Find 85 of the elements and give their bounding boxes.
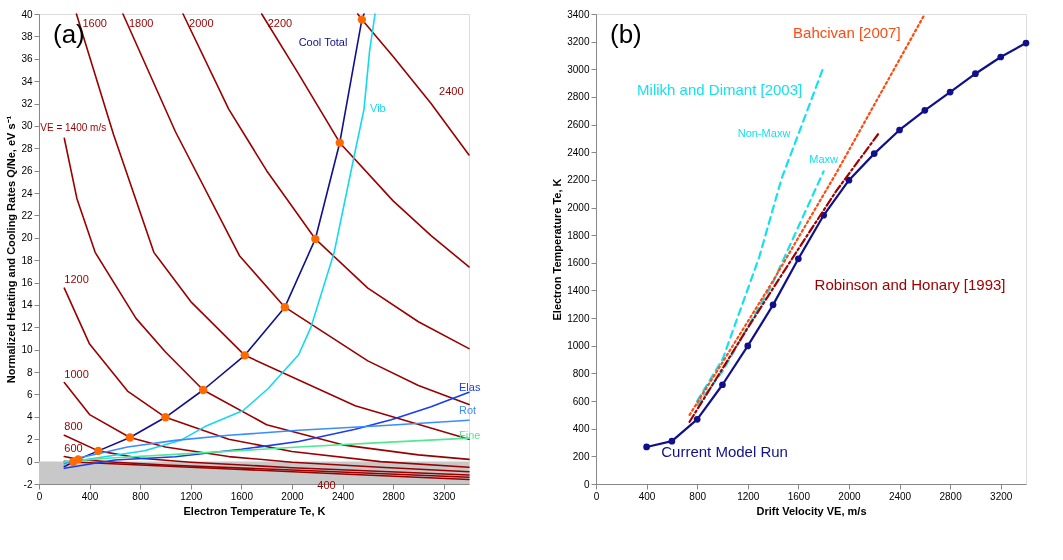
y-tick-label: 38 xyxy=(21,30,33,42)
y-tick-label: 3200 xyxy=(567,36,590,48)
y-tick-label: 400 xyxy=(572,423,590,435)
y-tick-label: 0 xyxy=(26,456,33,468)
series-label: 2000 xyxy=(189,17,214,29)
y-tick-label: 2400 xyxy=(567,146,590,158)
y-tick-label: 24 xyxy=(21,187,33,199)
series-label: 2200 xyxy=(267,17,293,29)
series-label: 600 xyxy=(64,441,83,454)
y-tick-label: 26 xyxy=(21,165,33,177)
y-tick-label: 6 xyxy=(26,388,33,400)
x-tick-label: 400 xyxy=(638,490,656,502)
series-label: Maxw xyxy=(809,153,839,166)
series-label: 1800 xyxy=(128,17,154,29)
x-axis-title: Drift Velocity VE, m/s xyxy=(756,504,867,517)
series-label: VE = 1400 m/s xyxy=(40,122,107,134)
x-tick-label: 2000 xyxy=(838,490,861,502)
y-tick-label: 14 xyxy=(21,299,33,311)
x-tick-label: 2800 xyxy=(382,490,406,502)
x-tick-label: 2000 xyxy=(281,490,304,502)
y-tick-label: 12 xyxy=(21,321,33,333)
y-tick-label: 1400 xyxy=(567,284,590,296)
y-tick-label: 3000 xyxy=(567,63,590,75)
x-tick-label: 1600 xyxy=(230,490,254,502)
y-tick-label: 3400 xyxy=(567,8,590,20)
x-tick-label: 400 xyxy=(81,490,99,502)
series-label: Current Model Run xyxy=(661,442,788,460)
y-tick-label: 30 xyxy=(21,120,33,132)
y-tick-label: 32 xyxy=(21,98,33,110)
series-label: 400 xyxy=(317,478,336,491)
x-tick-label: 800 xyxy=(689,490,707,502)
series-label: Bahcivan [2007] xyxy=(793,24,901,41)
series-label: Robinson and Honary [1993] xyxy=(814,276,1006,294)
series-label: Non-Maxw xyxy=(737,127,791,140)
x-tick-label: 1200 xyxy=(180,490,203,502)
y-tick-label: 40 xyxy=(21,8,33,20)
x-tick-label: 0 xyxy=(593,490,600,502)
y-tick-label: 800 xyxy=(572,367,590,379)
y-tick-label: 36 xyxy=(21,53,33,65)
series-label: 1600 xyxy=(82,17,107,29)
y-tick-label: 0 xyxy=(583,478,590,490)
y-tick-label: 18 xyxy=(21,254,33,266)
y-tick-label: 1200 xyxy=(567,312,590,324)
series-label: 2400 xyxy=(439,84,464,97)
y-tick-label: 28 xyxy=(21,142,33,154)
series-label: 1000 xyxy=(64,367,89,380)
y-tick-label: 1600 xyxy=(567,257,590,269)
x-tick-label: 2400 xyxy=(888,490,912,502)
x-tick-label: 3200 xyxy=(433,490,456,502)
annotation: Milikh and Dimant [2003] xyxy=(637,80,803,98)
y-tick-label: 600 xyxy=(572,395,590,407)
y-tick-label: 2800 xyxy=(567,91,590,103)
x-tick-label: 3200 xyxy=(990,490,1013,502)
x-tick-label: 2400 xyxy=(331,490,355,502)
series-label: Elas xyxy=(459,381,481,394)
y-tick-label: 2600 xyxy=(567,119,590,131)
y-tick-label: 34 xyxy=(21,75,33,87)
y-axis-title: Electron Temperature Te, K xyxy=(551,178,564,321)
y-tick-label: 2200 xyxy=(567,174,590,186)
x-tick-label: 1600 xyxy=(787,490,811,502)
y-tick-label: 1000 xyxy=(567,340,590,352)
y-tick-label: 8 xyxy=(26,366,33,378)
y-tick-label: 22 xyxy=(21,209,33,221)
y-tick-label: 16 xyxy=(21,277,33,289)
x-axis-title: Electron Temperature Te, K xyxy=(183,504,326,517)
series-label: 800 xyxy=(64,420,83,433)
series-label: 1200 xyxy=(64,273,89,286)
y-tick-label: -2 xyxy=(23,478,33,490)
x-tick-label: 1200 xyxy=(737,490,760,502)
series-label: Cool Total xyxy=(298,36,348,48)
y-tick-label: 200 xyxy=(572,450,590,462)
series-label: Fine xyxy=(459,429,481,442)
y-tick-label: 2000 xyxy=(567,202,590,214)
x-tick-label: 800 xyxy=(132,490,150,502)
y-axis-title: Normalized Heating and Cooling Rates Q/Ne, eV s⁻¹ xyxy=(5,115,18,384)
y-tick-label: 10 xyxy=(21,344,33,356)
y-tick-label: 2 xyxy=(26,433,33,445)
y-tick-label: 1800 xyxy=(567,229,590,241)
series-label: Rot xyxy=(459,404,477,417)
series-label: Vib xyxy=(370,102,386,115)
x-tick-label: 0 xyxy=(36,490,43,502)
annotation: (b) xyxy=(610,19,642,49)
y-tick-label: 4 xyxy=(26,411,33,423)
y-tick-label: 20 xyxy=(21,232,33,244)
x-tick-label: 2800 xyxy=(939,490,963,502)
